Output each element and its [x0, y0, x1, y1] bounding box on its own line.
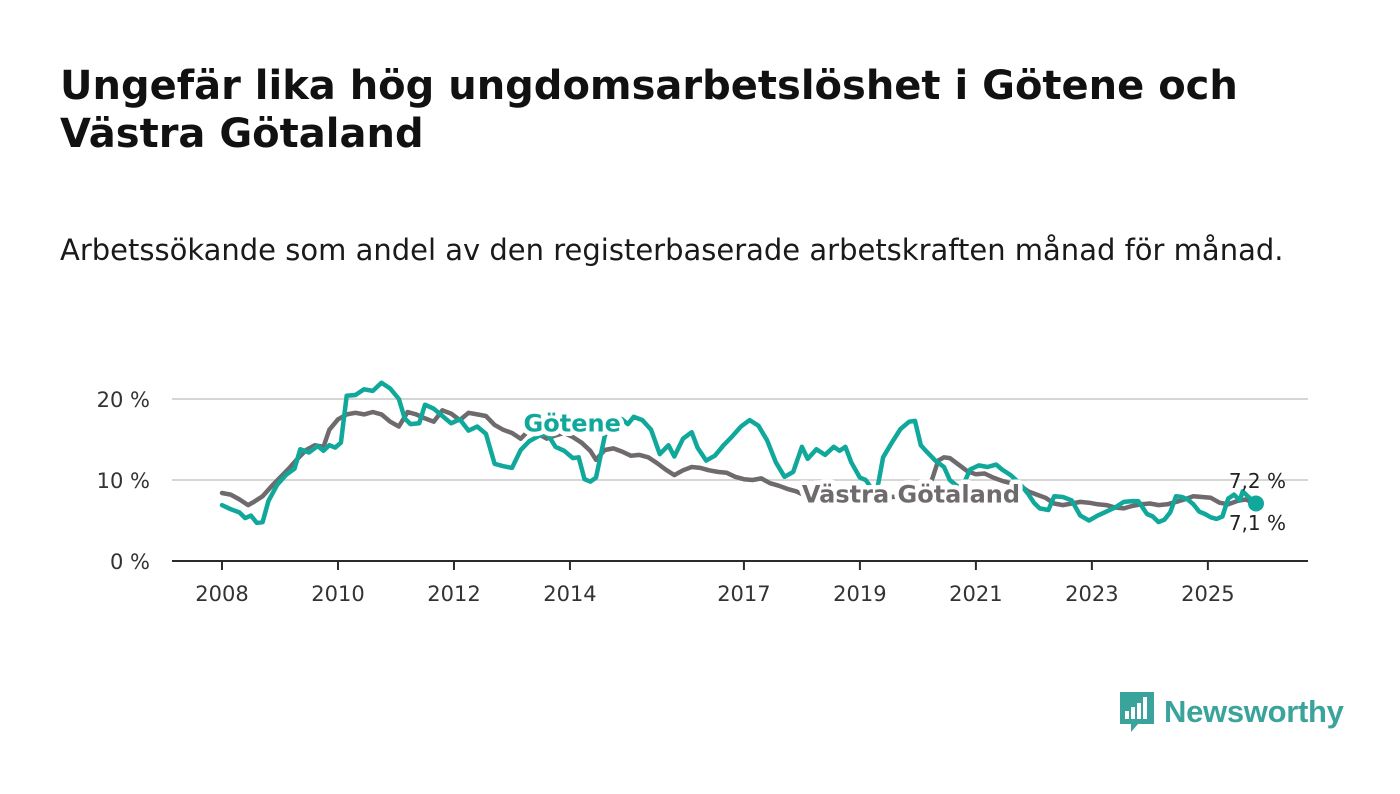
- x-tick-label: 2019: [833, 582, 886, 606]
- x-tick-label: 2021: [949, 582, 1002, 606]
- x-tick-label: 2025: [1181, 582, 1234, 606]
- newsworthy-brand[interactable]: Newsworthy: [1118, 690, 1344, 734]
- series-label-v-stra-g-taland: Västra Götaland: [802, 481, 1020, 509]
- x-tick-label: 2008: [195, 582, 248, 606]
- newsworthy-logo-icon: [1120, 692, 1154, 732]
- x-tick-label: 2017: [717, 582, 770, 606]
- x-tick-label: 2023: [1065, 582, 1118, 606]
- chart-title: Ungefär lika hög ungdomsarbetslöshet i G…: [60, 63, 1238, 157]
- x-tick-label: 2010: [311, 582, 364, 606]
- series-layer: [219, 380, 1259, 526]
- y-tick-label: 10 %: [97, 469, 150, 493]
- y-tick-label: 20 %: [97, 388, 150, 412]
- end-value-label: 7,2 %: [1229, 469, 1286, 493]
- x-tick-label: 2014: [543, 582, 596, 606]
- series-line-g-tene: [219, 380, 1259, 526]
- label-layer: Västra Götaland Götene 7,2 % 7,1 %: [519, 405, 1286, 535]
- y-tick-label: 0 %: [110, 550, 150, 574]
- series-label-g-tene: Götene: [524, 409, 621, 437]
- brand-name: Newsworthy: [1164, 694, 1344, 729]
- axis-layer: 0 % 10 % 20 % 2008 2010 2012 2014 2017 2019 2021 2…: [97, 388, 1308, 606]
- series-line-v-stra-g-taland: [219, 408, 1259, 511]
- x-tick-label: 2012: [427, 582, 480, 606]
- end-point-marker: [1248, 495, 1264, 512]
- chart-subtitle: Arbetssökande som andel av den registerb…: [60, 233, 1284, 267]
- end-value-label: 7,1 %: [1229, 511, 1286, 535]
